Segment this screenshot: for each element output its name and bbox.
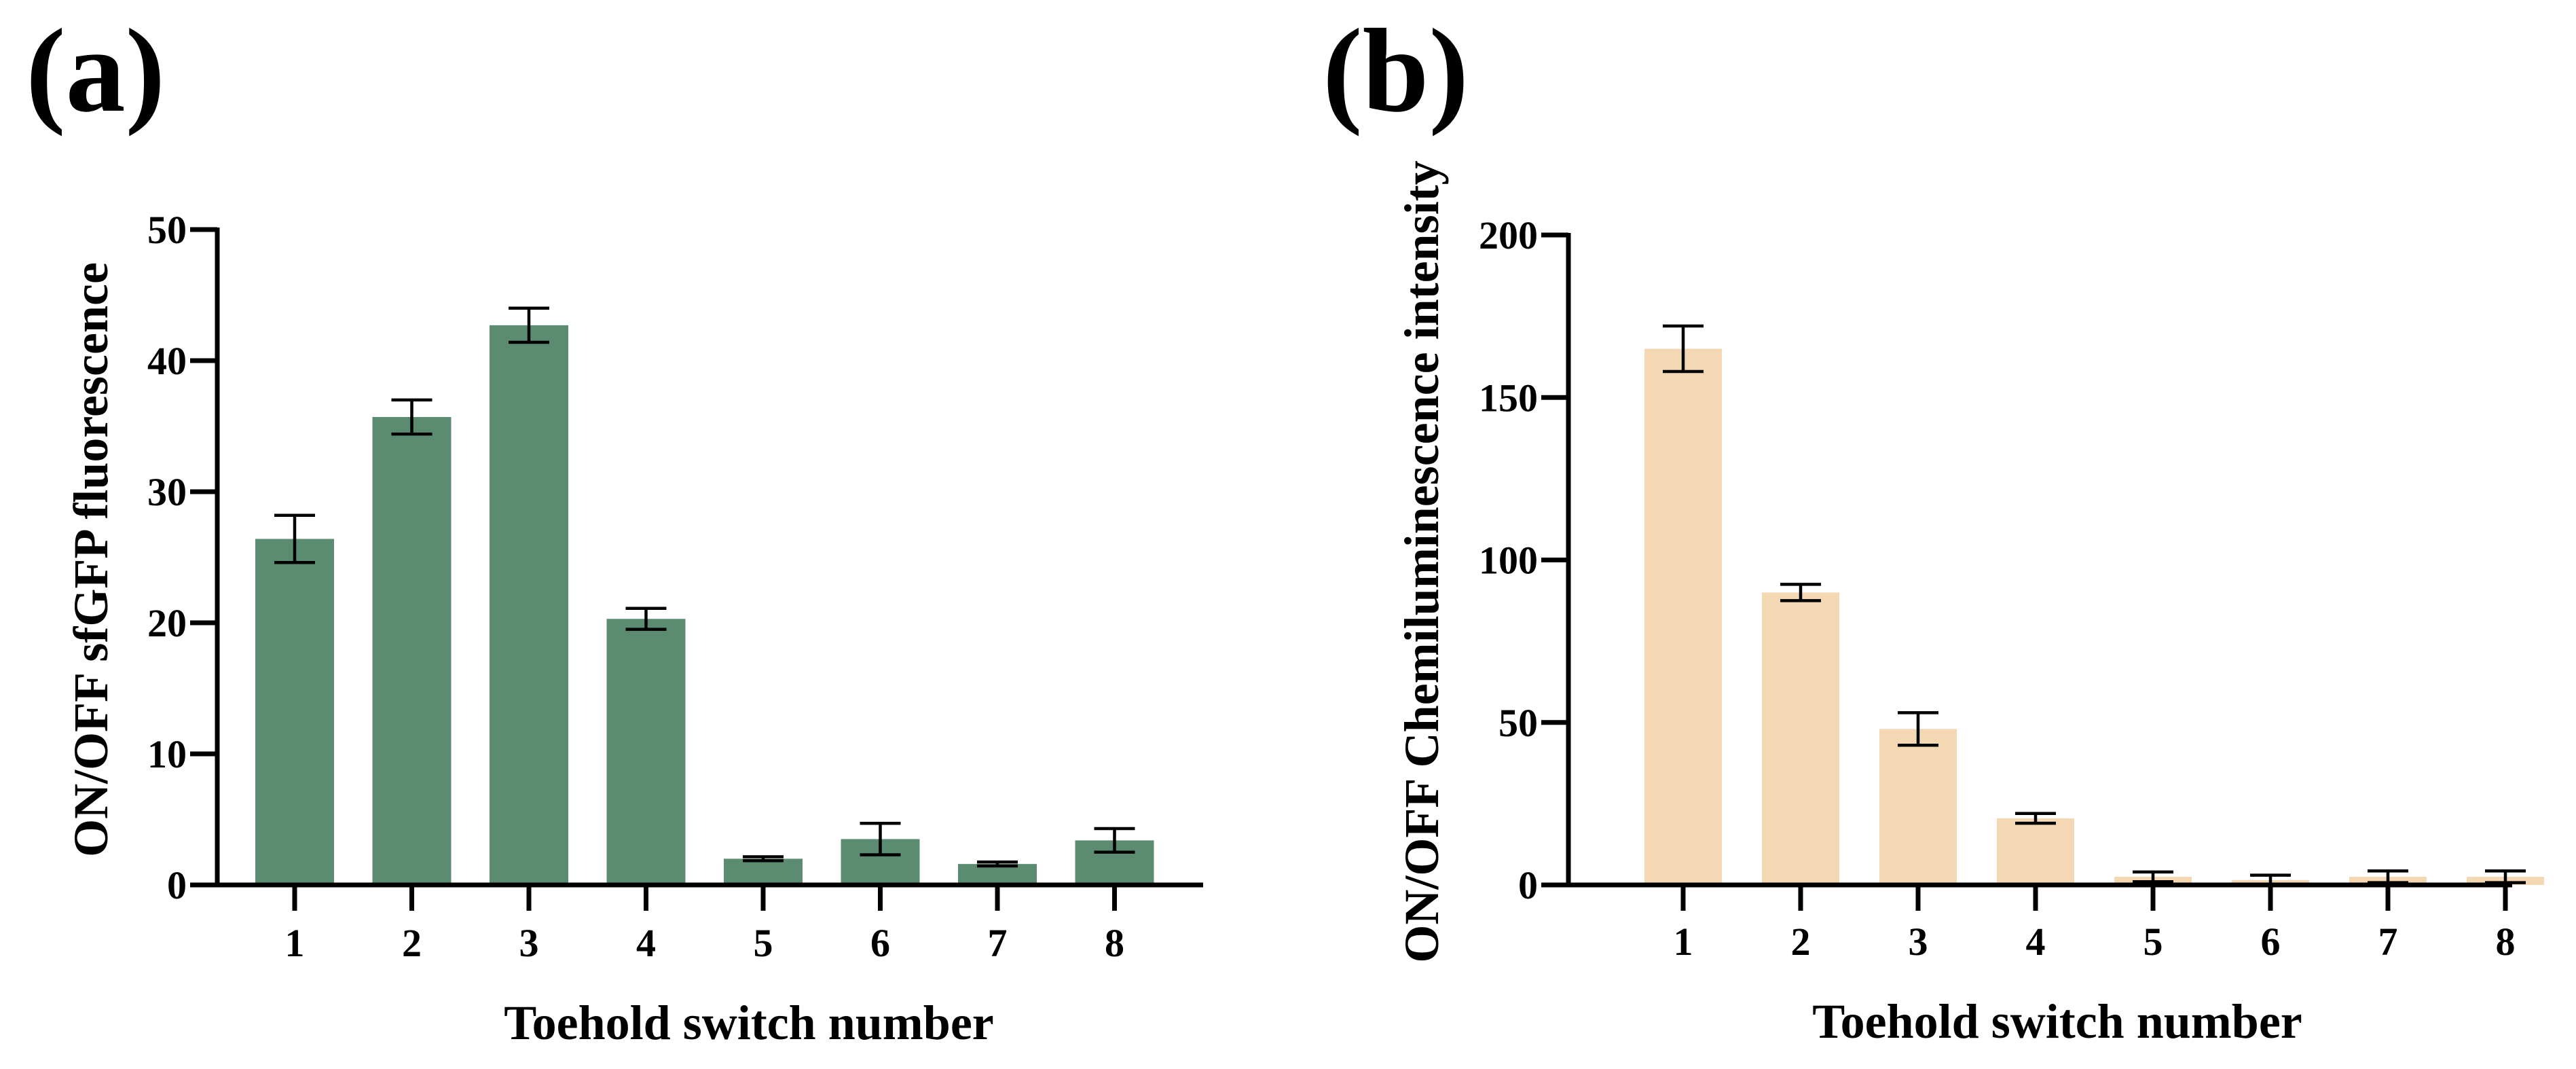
panel-b: (b) ON/OFF Chemiluminescence intensity T… — [1323, 5, 2544, 1049]
panel-a-y-tick-label: 20 — [147, 601, 187, 645]
panel-a-x-axis-title: Toehold switch number — [504, 996, 993, 1050]
panel-b-y-tick-label: 200 — [1479, 213, 1538, 257]
panel-a-bar — [724, 858, 803, 885]
panel-b-x-tick-label: 7 — [2378, 920, 2398, 964]
panel-a-y-tick-label: 0 — [167, 863, 187, 907]
panel-b-bar — [1879, 729, 1957, 885]
panel-b-label: (b) — [1323, 5, 1469, 137]
panel-a-y-tick-label: 30 — [147, 470, 187, 514]
panel-b-bar — [1644, 348, 1722, 885]
panel-b-y-tick-label: 50 — [1498, 701, 1538, 745]
panel-b-x-tick-label: 2 — [1791, 920, 1811, 964]
panel-a-x-tick-label: 7 — [988, 921, 1008, 965]
panel-b-x-axis-title: Toehold switch number — [1812, 994, 2302, 1049]
panel-b-x-tick-label: 5 — [2143, 920, 2163, 964]
panel-b-bars — [1644, 324, 2544, 887]
panel-a-y-tick-label: 10 — [147, 732, 187, 776]
panel-b-y-tick-label: 150 — [1479, 376, 1538, 420]
panel-a-bar — [490, 325, 568, 885]
panel-a-bar — [958, 864, 1037, 885]
panel-a-bar — [255, 539, 334, 885]
panel-b-x-tick-label: 8 — [2496, 920, 2516, 964]
panel-a-y-tick-label: 40 — [147, 339, 187, 383]
panel-b-x-tick-label: 4 — [2026, 920, 2046, 964]
panel-a-x-tick-label: 6 — [870, 921, 890, 965]
panel-a-y-axis-title: ON/OFF sfGFP fluorescence — [64, 262, 118, 857]
panel-a-x-tick-label: 4 — [636, 921, 656, 965]
panel-b-y-axis-title: ON/OFF Chemiluminescence intensity — [1395, 160, 1449, 962]
panel-a-x-tick-label: 2 — [402, 921, 422, 965]
panel-a-x-tick-label: 3 — [519, 921, 539, 965]
panel-b-x-tick-label: 1 — [1674, 920, 1693, 964]
panel-b-x-tick-label: 3 — [1909, 920, 1928, 964]
panel-b-bar — [1762, 592, 1839, 885]
panel-a-x-tick-label: 1 — [285, 921, 305, 965]
panel-b-ticks: 0 50 100 150 200 1 2 3 4 5 6 7 8 — [1479, 213, 2516, 964]
panel-b-bar — [1997, 818, 2074, 885]
panel-a-bar — [372, 416, 452, 885]
panel-b-x-tick-label: 6 — [2261, 920, 2281, 964]
panel-a: (a) ON/OFF sfGFP fluorescence Toehold sw… — [26, 5, 1203, 1050]
panel-a-ticks: 0 10 20 30 40 50 1 2 3 4 5 6 7 8 — [147, 208, 1124, 965]
panel-a-bar — [606, 619, 686, 885]
panel-a-x-tick-label: 8 — [1105, 921, 1124, 965]
panel-a-x-tick-label: 5 — [754, 921, 773, 965]
panel-a-bars — [255, 306, 1154, 885]
panel-b-y-tick-label: 100 — [1479, 539, 1538, 583]
panel-a-y-tick-label: 50 — [147, 208, 187, 252]
panel-b-y-tick-label: 0 — [1518, 863, 1538, 907]
panel-a-label: (a) — [26, 5, 165, 137]
